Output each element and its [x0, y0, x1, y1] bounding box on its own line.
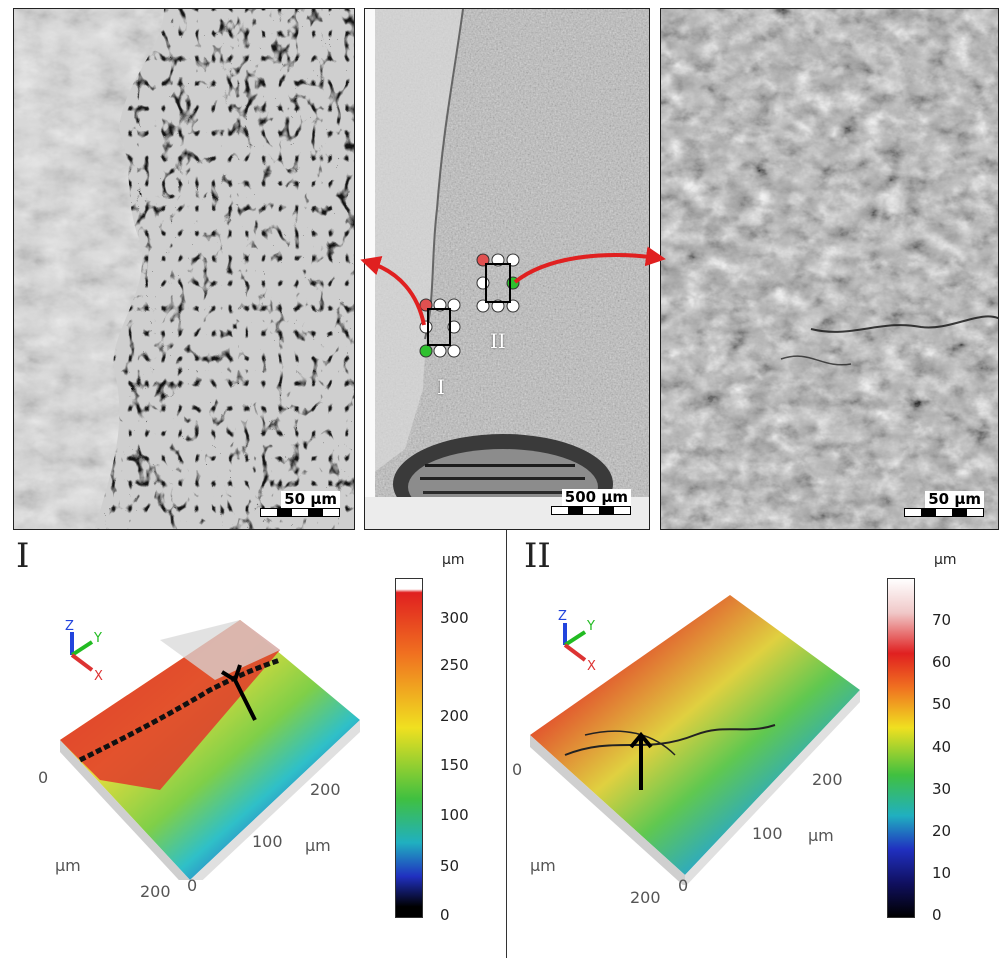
panel-i-tick-y0: 0	[38, 768, 49, 787]
cb-ii-tick: 50	[932, 695, 952, 713]
center-scale-ruler	[551, 506, 631, 515]
region-ii-label: II	[490, 329, 506, 353]
panel-i-tick-x200-left: 200	[140, 882, 171, 901]
svg-text:Z: Z	[558, 609, 567, 624]
svg-text:Y: Y	[586, 619, 595, 634]
cb-i-tick: 100	[440, 806, 469, 824]
left-micrograph-panel: 50 µm	[13, 8, 355, 530]
left-scale-bar: 50 µm	[260, 491, 340, 517]
right-scale-bar: 50 µm	[904, 491, 984, 517]
cb-ii-tick: 10	[932, 864, 952, 882]
cb-i-tick: 50	[440, 857, 460, 875]
panel-ii-colorbar	[887, 578, 915, 918]
panel-i-tick-x200: 200	[310, 780, 341, 799]
right-micrograph-image	[661, 9, 998, 529]
svg-text:Z: Z	[65, 619, 74, 634]
panel-i-unit-x: µm	[305, 836, 331, 855]
right-scale-label: 50 µm	[925, 491, 984, 508]
panel-i-surface: Z Y X	[60, 619, 360, 880]
left-scale-label: 50 µm	[281, 491, 340, 508]
region-i-marker	[419, 298, 461, 358]
center-scale-bar: 500 µm	[551, 489, 631, 515]
center-scale-label: 500 µm	[561, 489, 631, 506]
panel-ii-tick-x0: 0	[678, 876, 689, 895]
bottom-divider	[506, 530, 507, 958]
panel-ii-title: II	[524, 536, 551, 576]
cb-i-tick: 150	[440, 756, 469, 774]
svg-text:X: X	[587, 659, 596, 674]
panel-ii-tick-x100: 100	[752, 824, 783, 843]
panel-i-tick-x0: 0	[187, 876, 198, 895]
panel-ii-surface: Z Y X	[530, 595, 860, 885]
cb-i-tick: 200	[440, 707, 469, 725]
cb-i-tick: 0	[440, 906, 450, 924]
left-scale-ruler	[260, 508, 340, 517]
panel-ii-colorbar-unit: µm	[934, 552, 957, 568]
panel-ii-unit-x: µm	[808, 826, 834, 845]
left-micrograph-image	[14, 9, 354, 529]
cb-ii-tick: 40	[932, 738, 952, 756]
panel-ii-tick-x200-left: 200	[630, 888, 661, 907]
right-micrograph-panel: 50 µm	[660, 8, 999, 530]
panel-ii-tick-x200: 200	[812, 770, 843, 789]
cb-i-tick: 300	[440, 609, 469, 627]
svg-text:X: X	[94, 669, 103, 684]
cb-ii-tick: 70	[932, 611, 952, 629]
panel-i-unit-y: µm	[55, 856, 81, 875]
panel-ii-unit-y: µm	[530, 856, 556, 875]
center-overview-image	[365, 9, 649, 529]
cb-ii-tick: 20	[932, 822, 952, 840]
panel-i-colorbar	[395, 578, 423, 918]
panel-ii-tick-y0: 0	[512, 760, 523, 779]
cb-ii-tick: 30	[932, 780, 952, 798]
cb-ii-tick: 0	[932, 906, 942, 924]
right-scale-ruler	[904, 508, 984, 517]
svg-text:Y: Y	[93, 631, 102, 646]
panel-i-title: I	[16, 536, 30, 576]
panel-i-colorbar-unit: µm	[442, 552, 465, 568]
panel-i-tick-x100: 100	[252, 832, 283, 851]
cb-i-tick: 250	[440, 656, 469, 674]
region-i-label: I	[437, 375, 445, 399]
center-overview-panel: I II 500 µm	[364, 8, 650, 530]
cb-ii-tick: 60	[932, 653, 952, 671]
